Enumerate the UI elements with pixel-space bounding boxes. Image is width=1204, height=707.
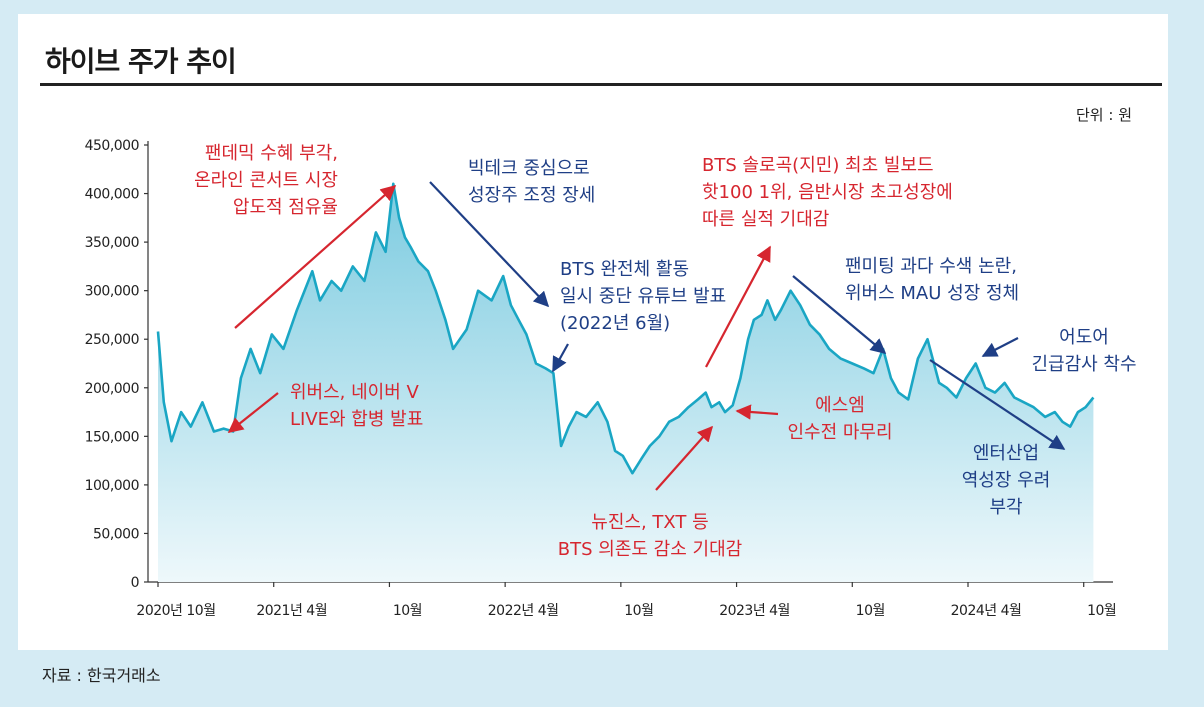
annotation-entertainment: 엔터산업 역성장 우려 부각 bbox=[926, 440, 1086, 521]
x-tick-label: 2024년 4월 bbox=[951, 603, 1022, 619]
price-area-fill bbox=[158, 183, 1094, 583]
y-tick-label: 400,000 bbox=[85, 187, 139, 203]
annotation-line: BTS 솔로곡(지민) 최초 빌보드 bbox=[702, 155, 934, 176]
annotation-line: 빅테크 중심으로 bbox=[468, 158, 590, 179]
annotation-newjeans: 뉴진스, TXT 등 BTS 의존도 감소 기대감 bbox=[530, 509, 770, 563]
annotation-line: 위버스 MAU 성장 정체 bbox=[845, 283, 1020, 304]
arrow-fan-meeting bbox=[792, 275, 887, 354]
x-tick-label: 10월 bbox=[393, 603, 422, 619]
arrow-newjeans bbox=[655, 425, 714, 491]
arrow-ador bbox=[981, 337, 1019, 357]
source-note: 자료 : 한국거래소 bbox=[42, 666, 161, 685]
y-tick-label: 250,000 bbox=[85, 332, 139, 348]
arrow-bts-solo bbox=[705, 245, 771, 368]
annotation-bigtech: 빅테크 중심으로 성장주 조정 장세 bbox=[468, 155, 595, 209]
annotation-line: BTS 완전체 활동 bbox=[560, 259, 690, 280]
annotation-bts-solo: BTS 솔로곡(지민) 최초 빌보드 핫100 1위, 음반시장 초고성장에 따… bbox=[702, 152, 953, 233]
annotation-line: LIVE와 합병 발표 bbox=[290, 409, 424, 430]
arrow-bigtech bbox=[429, 181, 550, 308]
y-tick-label: 150,000 bbox=[85, 429, 139, 445]
y-tick-label: 0 bbox=[131, 575, 139, 591]
arrow-pandemic bbox=[234, 184, 397, 329]
annotation-line: 압도적 점유율 bbox=[232, 197, 338, 218]
annotation-line: 뉴진스, TXT 등 bbox=[591, 512, 709, 533]
arrow-weverse bbox=[227, 392, 279, 433]
x-tick-label: 10월 bbox=[856, 603, 885, 619]
annotation-line: 부각 bbox=[989, 497, 1023, 518]
annotation-line: 긴급감사 착수 bbox=[1031, 354, 1137, 375]
y-tick-label: 200,000 bbox=[85, 381, 139, 397]
annotation-line: 위버스, 네이버 V bbox=[290, 382, 419, 403]
arrow-sm bbox=[735, 404, 779, 420]
x-tick-label: 10월 bbox=[1087, 603, 1116, 619]
price-line bbox=[156, 182, 1095, 475]
y-tick-label: 450,000 bbox=[85, 138, 139, 154]
annotation-weverse: 위버스, 네이버 V LIVE와 합병 발표 bbox=[290, 379, 423, 433]
annotation-line: 일시 중단 유튜브 발표 bbox=[560, 286, 727, 307]
annotation-line: 역성장 우려 bbox=[961, 470, 1051, 491]
annotation-line: 에스엠 bbox=[815, 395, 865, 416]
annotation-line: 인수전 마무리 bbox=[787, 422, 893, 443]
x-tick-label: 2021년 4월 bbox=[256, 603, 327, 619]
annotation-fan-meeting: 팬미팅 과다 수색 논란, 위버스 MAU 성장 정체 bbox=[845, 253, 1019, 307]
annotation-ador: 어도어 긴급감사 착수 bbox=[1024, 324, 1144, 378]
annotation-line: 팬미팅 과다 수색 논란, bbox=[845, 256, 1017, 277]
y-tick-label: 100,000 bbox=[85, 478, 139, 494]
chart-title: 하이브 주가 추이 bbox=[45, 45, 237, 78]
annotation-line: 따른 실적 기대감 bbox=[702, 209, 830, 230]
arrow-entertainment bbox=[929, 359, 1066, 450]
annotation-pandemic: 팬데믹 수혜 부각, 온라인 콘서트 시장 압도적 점유율 bbox=[168, 140, 338, 221]
x-tick-label: 10월 bbox=[624, 603, 653, 619]
annotation-line: 성장주 조정 장세 bbox=[468, 185, 596, 206]
y-tick-label: 300,000 bbox=[85, 284, 139, 300]
annotation-bts-hiatus: BTS 완전체 활동 일시 중단 유튜브 발표 (2022년 6월) bbox=[560, 256, 726, 337]
x-tick-label: 2020년 10월 bbox=[136, 603, 215, 619]
y-tick-label: 350,000 bbox=[85, 235, 139, 251]
annotation-line: (2022년 6월) bbox=[560, 313, 671, 334]
y-tick-label: 50,000 bbox=[93, 526, 139, 542]
annotation-line: 팬데믹 수혜 부각, bbox=[204, 143, 338, 164]
annotation-line: 온라인 콘서트 시장 bbox=[194, 170, 338, 191]
annotation-line: 엔터산업 bbox=[972, 443, 1040, 464]
title-rule bbox=[40, 83, 1162, 86]
x-tick-label: 2022년 4월 bbox=[488, 603, 559, 619]
arrow-bts-hiatus bbox=[552, 343, 569, 373]
unit-label: 단위 : 원 bbox=[1076, 106, 1132, 124]
annotation-line: 어도어 bbox=[1059, 327, 1109, 348]
annotation-sm: 에스엠 인수전 마무리 bbox=[760, 392, 920, 446]
annotation-line: 핫100 1위, 음반시장 초고성장에 bbox=[702, 182, 953, 203]
x-tick-label: 2023년 4월 bbox=[719, 603, 790, 619]
annotation-line: BTS 의존도 감소 기대감 bbox=[557, 539, 743, 560]
